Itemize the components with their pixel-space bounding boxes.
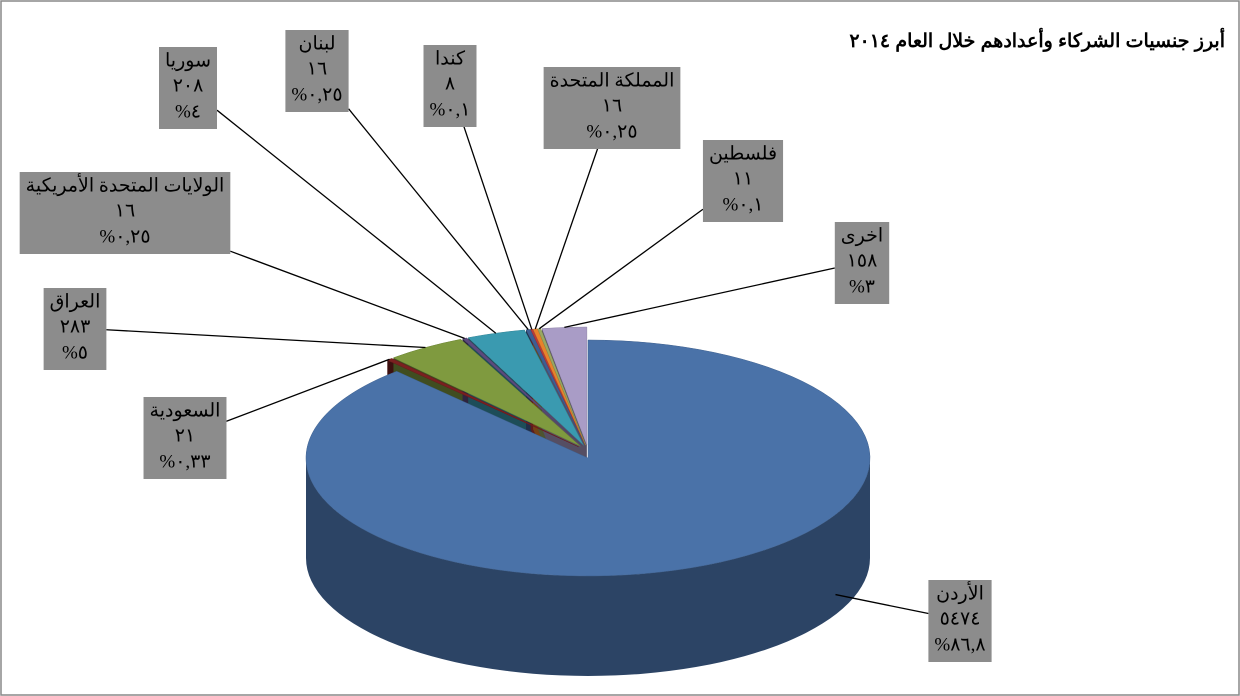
- data-label: العراق ٢٨٣ %٥: [43, 288, 426, 370]
- label-box: [834, 222, 890, 304]
- leader-line: [538, 208, 704, 330]
- label-percent: %٠,١: [723, 194, 764, 215]
- label-percent: %٨٦,٨: [934, 634, 985, 655]
- label-value: ٢٠٨: [173, 75, 204, 96]
- slice-side: [306, 458, 870, 676]
- label-name: العراق: [50, 291, 101, 312]
- label-box: [702, 140, 784, 222]
- leader-line: [230, 250, 465, 339]
- chart-title: أبرز جنسيات الشركاء وأعدادهم خلال العام …: [849, 27, 1225, 52]
- slice: [467, 329, 584, 446]
- data-label: السعودية ٢١ %٠,٣٣: [143, 358, 390, 479]
- data-label: كندا ٨ %٠,١: [423, 45, 533, 330]
- slice: [462, 337, 583, 446]
- label-value: ٢٨٣: [60, 316, 91, 337]
- label-percent: %٠,١: [430, 99, 471, 120]
- label-box: [928, 580, 992, 662]
- data-label: المملكة المتحدة ١٦ %٠,٢٥: [534, 67, 681, 330]
- label-name: كندا: [435, 48, 466, 69]
- label-name: فلسطين: [709, 143, 777, 164]
- label-box: [159, 47, 217, 129]
- label-name: المملكة المتحدة: [550, 70, 675, 91]
- label-name: اخرى: [841, 225, 883, 246]
- pie: [305, 326, 871, 676]
- label-percent: %٠,٢٥: [586, 121, 637, 142]
- data-label: فلسطين ١١ %٠,١: [538, 140, 784, 330]
- slice: [305, 339, 871, 577]
- data-label: لبنان ١٦ %٠,٢٥: [285, 30, 529, 330]
- label-value: ١٦: [602, 95, 622, 116]
- label-name: الأردن: [936, 580, 984, 604]
- leader-line: [226, 358, 390, 422]
- leader-line: [216, 109, 497, 334]
- label-percent: %٠,٢٥: [291, 84, 342, 105]
- label-percent: %٠,٣٣: [159, 451, 210, 472]
- label-box: [285, 30, 349, 112]
- data-label: الأردن ٥٤٧٤ %٨٦,٨: [835, 580, 992, 662]
- label-percent: %٣: [849, 276, 875, 297]
- leader-line: [534, 147, 599, 330]
- leader-line: [564, 267, 835, 329]
- data-label: الولايات المتحدة الأمريكية ١٦ %٠,٢٥: [19, 172, 465, 339]
- label-value: ٥٤٧٤: [940, 608, 981, 629]
- label-value: ١٦: [307, 58, 327, 79]
- label-value: ٨: [445, 73, 455, 94]
- label-box: [143, 397, 227, 479]
- label-value: ١١: [733, 168, 753, 189]
- leader-line: [348, 108, 529, 330]
- leader-line: [106, 329, 426, 349]
- label-percent: %٤: [175, 101, 201, 122]
- label-value: ١٦: [115, 200, 135, 221]
- label-percent: %٥: [62, 342, 88, 363]
- leader-line: [463, 125, 533, 330]
- label-name: الولايات المتحدة الأمريكية: [26, 172, 225, 196]
- label-name: لبنان: [299, 33, 336, 54]
- label-box: [423, 45, 477, 127]
- label-box: [543, 67, 681, 149]
- label-box: [43, 288, 107, 370]
- label-value: ٢١: [175, 425, 195, 446]
- label-box: [19, 172, 231, 254]
- slice: [541, 326, 588, 446]
- label-value: ١٥٨: [847, 250, 878, 271]
- label-percent: %٠,٢٥: [99, 226, 150, 247]
- leader-line: [835, 593, 929, 615]
- data-label: سوريا ٢٠٨ %٤: [159, 47, 497, 334]
- label-name: سوريا: [165, 50, 211, 71]
- label-name: السعودية: [150, 400, 221, 421]
- data-label: اخرى ١٥٨ %٣: [564, 222, 890, 329]
